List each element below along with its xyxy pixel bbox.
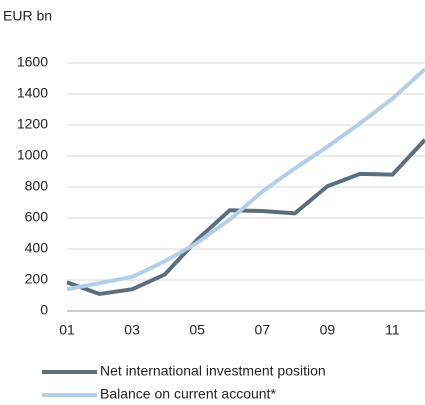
y-tick-label: 0 (40, 302, 48, 318)
y-tick-label: 200 (25, 271, 49, 287)
x-tick-label: 09 (320, 322, 336, 338)
y-tick-label: 1400 (17, 85, 48, 101)
legend-label: Net international investment position (100, 363, 326, 379)
x-tick-label: 11 (385, 322, 400, 338)
x-tick-label: 03 (124, 322, 140, 338)
legend-label: Balance on current account* (100, 386, 276, 402)
y-tick-label: 1200 (17, 116, 48, 132)
series-line (66, 138, 425, 296)
x-tick-label: 07 (254, 322, 270, 338)
x-tick-label: 05 (189, 322, 205, 338)
series-line (66, 67, 425, 292)
x-tick-label: 01 (59, 322, 75, 338)
y-tick-label: 400 (25, 240, 49, 256)
y-axis-label: EUR bn (3, 8, 52, 24)
y-tick-label: 1600 (17, 54, 48, 70)
y-tick-label: 1000 (17, 147, 48, 163)
y-tick-label: 800 (25, 178, 49, 194)
y-tick-label: 600 (25, 209, 49, 225)
